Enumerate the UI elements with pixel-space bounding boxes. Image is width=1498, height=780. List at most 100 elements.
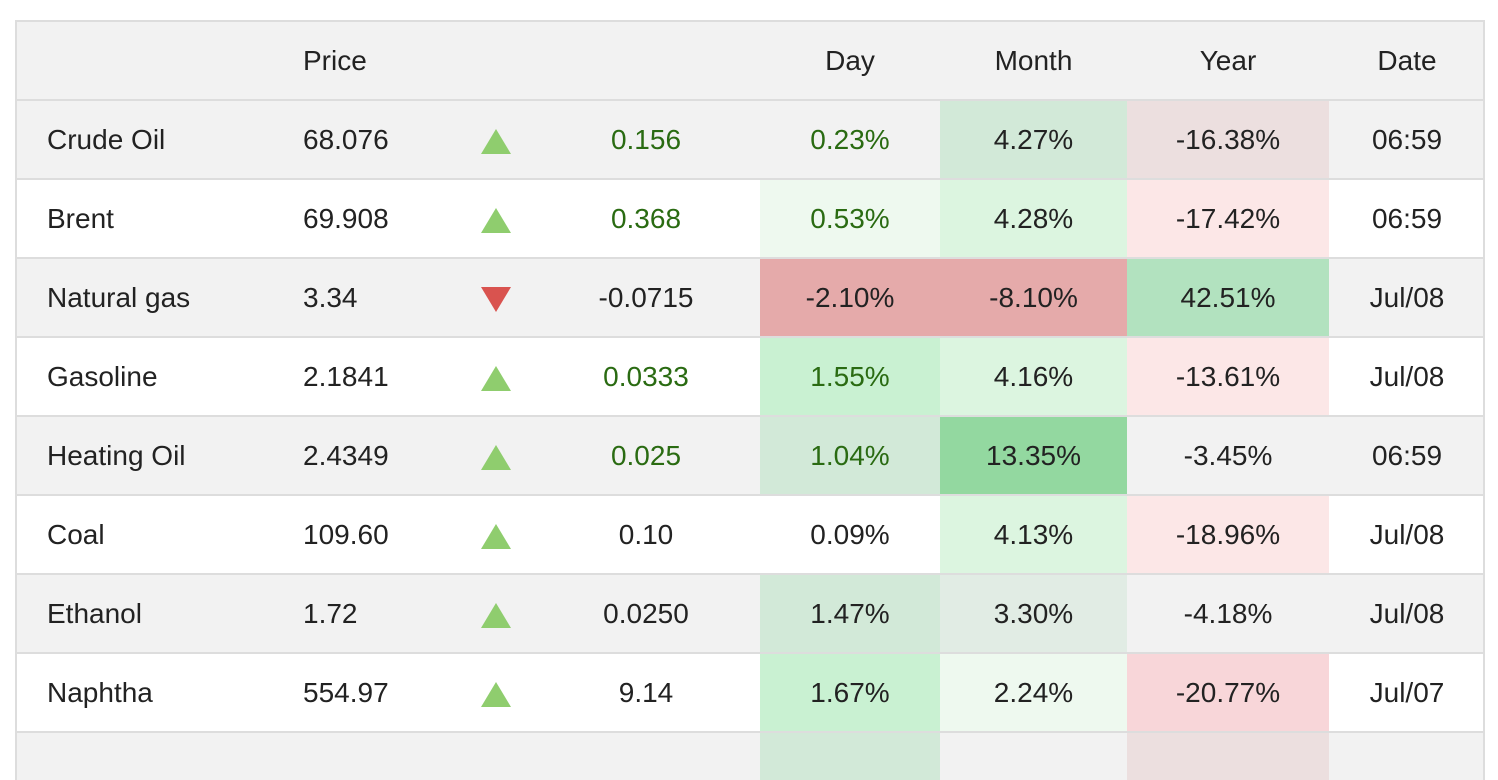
commodities-table-container: Price Day Month Year Date Crude Oil 68.07… — [15, 20, 1485, 780]
date-cell: 06:59 — [1329, 416, 1483, 496]
commodity-name-link[interactable]: Brent — [17, 179, 274, 259]
direction-cell — [460, 732, 532, 780]
month-percent-cell: -8.10% — [940, 258, 1127, 338]
direction-cell — [460, 653, 532, 733]
commodity-name-link[interactable]: Naphtha — [17, 653, 274, 733]
year-percent-cell: -13.61% — [1127, 337, 1329, 417]
commodity-name-link[interactable]: Natural gas — [17, 258, 274, 338]
change-cell: -0.0715 — [532, 258, 760, 338]
table-row[interactable]: Natural gas 3.34 -0.0715 -2.10% -8.10% 42.51%… — [17, 258, 1483, 338]
month-percent-cell: 4.27% — [940, 100, 1127, 180]
date-cell: Jul/07 — [1329, 653, 1483, 733]
year-percent-cell: 42.51% — [1127, 258, 1329, 338]
month-percent-cell: 3.30% — [940, 574, 1127, 654]
month-percent-cell: 2.24% — [940, 653, 1127, 733]
change-cell: 0.0250 — [532, 574, 760, 654]
date-cell: 06:59 — [1329, 179, 1483, 259]
price-cell — [274, 732, 460, 780]
direction-cell — [460, 495, 532, 575]
change-cell: 0.0333 — [532, 337, 760, 417]
day-percent-cell — [760, 732, 940, 780]
change-cell — [532, 732, 760, 780]
arrow-down-icon — [481, 286, 511, 312]
table-row[interactable]: Coal 109.60 0.10 0.09% 4.13% -18.96% Jul/08 — [17, 495, 1483, 575]
table-row[interactable]: Gasoline 2.1841 0.0333 1.55% 4.16% -13.61% Jul… — [17, 337, 1483, 417]
day-percent-cell: 1.67% — [760, 653, 940, 733]
year-percent-cell — [1127, 732, 1329, 780]
direction-cell — [460, 100, 532, 180]
day-percent-cell: 0.23% — [760, 100, 940, 180]
price-cell: 2.1841 — [274, 337, 460, 417]
day-percent-cell: 0.09% — [760, 495, 940, 575]
price-cell: 69.908 — [274, 179, 460, 259]
date-cell: Jul/08 — [1329, 258, 1483, 338]
date-cell: Jul/08 — [1329, 495, 1483, 575]
header-price[interactable]: Price — [274, 22, 460, 101]
table-row[interactable] — [17, 732, 1483, 780]
month-percent-cell: 4.28% — [940, 179, 1127, 259]
price-cell: 1.72 — [274, 574, 460, 654]
commodity-name-link[interactable]: Ethanol — [17, 574, 274, 654]
table-row[interactable]: Brent 69.908 0.368 0.53% 4.28% -17.42% 06:59 — [17, 179, 1483, 259]
month-percent-cell — [940, 732, 1127, 780]
header-day[interactable]: Day — [760, 22, 940, 101]
year-percent-cell: -17.42% — [1127, 179, 1329, 259]
commodity-name-link[interactable]: Coal — [17, 495, 274, 575]
header-month[interactable]: Month — [940, 22, 1127, 101]
arrow-up-icon — [481, 444, 511, 470]
date-cell: Jul/08 — [1329, 337, 1483, 417]
commodity-name-link[interactable]: Crude Oil — [17, 100, 274, 180]
year-percent-cell: -20.77% — [1127, 653, 1329, 733]
day-percent-cell: 0.53% — [760, 179, 940, 259]
arrow-up-icon — [481, 365, 511, 391]
date-cell: 06:59 — [1329, 100, 1483, 180]
day-percent-cell: 1.04% — [760, 416, 940, 496]
price-cell: 2.4349 — [274, 416, 460, 496]
year-percent-cell: -4.18% — [1127, 574, 1329, 654]
month-percent-cell: 4.16% — [940, 337, 1127, 417]
change-cell: 0.025 — [532, 416, 760, 496]
header-arrow — [460, 22, 532, 101]
table-header-row: Price Day Month Year Date — [17, 22, 1483, 101]
arrow-up-icon — [481, 523, 511, 549]
month-percent-cell: 4.13% — [940, 495, 1127, 575]
date-cell — [1329, 732, 1483, 780]
year-percent-cell: -18.96% — [1127, 495, 1329, 575]
direction-cell — [460, 416, 532, 496]
change-cell: 0.368 — [532, 179, 760, 259]
table-row[interactable]: Heating Oil 2.4349 0.025 1.04% 13.35% -3.45% 0… — [17, 416, 1483, 496]
price-cell: 3.34 — [274, 258, 460, 338]
month-percent-cell: 13.35% — [940, 416, 1127, 496]
day-percent-cell: 1.47% — [760, 574, 940, 654]
arrow-up-icon — [481, 681, 511, 707]
direction-cell — [460, 258, 532, 338]
arrow-up-icon — [481, 207, 511, 233]
commodity-name-link[interactable] — [17, 732, 274, 780]
arrow-up-icon — [481, 602, 511, 628]
direction-cell — [460, 337, 532, 417]
commodity-name-link[interactable]: Heating Oil — [17, 416, 274, 496]
date-cell: Jul/08 — [1329, 574, 1483, 654]
change-cell: 9.14 — [532, 653, 760, 733]
direction-cell — [460, 179, 532, 259]
header-change — [532, 22, 760, 101]
change-cell: 0.156 — [532, 100, 760, 180]
commodities-table: Price Day Month Year Date Crude Oil 68.07… — [17, 22, 1483, 780]
commodity-name-link[interactable]: Gasoline — [17, 337, 274, 417]
table-row[interactable]: Ethanol 1.72 0.0250 1.47% 3.30% -4.18% Jul/08 — [17, 574, 1483, 654]
year-percent-cell: -3.45% — [1127, 416, 1329, 496]
year-percent-cell: -16.38% — [1127, 100, 1329, 180]
price-cell: 68.076 — [274, 100, 460, 180]
table-row[interactable]: Naphtha 554.97 9.14 1.67% 2.24% -20.77% Jul/07 — [17, 653, 1483, 733]
header-date[interactable]: Date — [1329, 22, 1483, 101]
price-cell: 554.97 — [274, 653, 460, 733]
header-year[interactable]: Year — [1127, 22, 1329, 101]
price-cell: 109.60 — [274, 495, 460, 575]
day-percent-cell: 1.55% — [760, 337, 940, 417]
day-percent-cell: -2.10% — [760, 258, 940, 338]
table-row[interactable]: Crude Oil 68.076 0.156 0.23% 4.27% -16.38% 06:… — [17, 100, 1483, 180]
arrow-up-icon — [481, 128, 511, 154]
change-cell: 0.10 — [532, 495, 760, 575]
direction-cell — [460, 574, 532, 654]
header-name — [17, 22, 274, 101]
